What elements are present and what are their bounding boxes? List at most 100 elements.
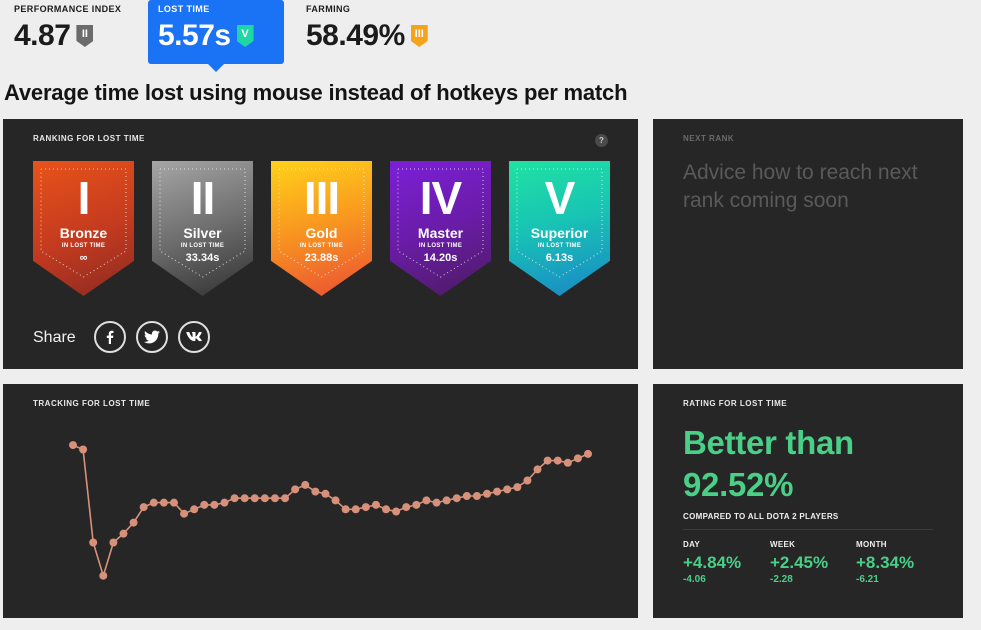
data-point[interactable] xyxy=(533,465,542,474)
data-point[interactable] xyxy=(503,485,512,494)
tab-performance-index[interactable]: PERFORMANCE INDEX 4.87 II xyxy=(4,0,138,64)
data-point[interactable] xyxy=(422,496,431,505)
data-point[interactable] xyxy=(79,445,88,454)
rating-panel: RATING FOR LOST TIME Better than 92.52% … xyxy=(653,384,963,618)
compare-label: COMPARED TO ALL DOTA 2 PLAYERS xyxy=(683,512,839,521)
data-point[interactable] xyxy=(109,538,118,547)
delta-percent: +4.84% xyxy=(683,553,742,572)
rank-name: Master xyxy=(417,225,464,241)
tab-label: PERFORMANCE INDEX xyxy=(14,4,122,14)
rank-time: 14.20s xyxy=(423,252,458,264)
panel-label: NEXT RANK xyxy=(683,134,735,143)
data-point[interactable] xyxy=(382,505,391,514)
ranking-panel: RANKING FOR LOST TIME ? I Bronze IN LOST… xyxy=(3,119,638,369)
dotted-border xyxy=(40,168,127,278)
dotted-border xyxy=(278,168,365,278)
data-point[interactable] xyxy=(361,503,370,512)
data-point[interactable] xyxy=(200,500,209,509)
delta-raw: -4.06 xyxy=(683,574,706,585)
delta-percent: +2.45% xyxy=(770,553,829,572)
rank-card-silver[interactable]: II Silver IN LOST TIME 33.34s xyxy=(152,161,253,296)
twitter-share-button[interactable] xyxy=(136,321,168,353)
rank-card-superior[interactable]: V Superior IN LOST TIME 6.13s xyxy=(509,161,610,296)
data-point[interactable] xyxy=(169,498,178,507)
panel-label: RANKING FOR LOST TIME xyxy=(33,134,145,143)
rank-badge-gold: III xyxy=(410,25,428,47)
tab-lost-time[interactable]: LOST TIME 5.57s V xyxy=(148,0,284,72)
vk-share-button[interactable] xyxy=(178,321,210,353)
data-point[interactable] xyxy=(180,509,189,518)
data-point[interactable] xyxy=(523,476,532,485)
data-point[interactable] xyxy=(462,492,471,500)
data-point[interactable] xyxy=(573,454,582,463)
delta-label: MONTH xyxy=(856,540,887,549)
rank-time: 33.34s xyxy=(185,252,220,264)
data-point[interactable] xyxy=(432,498,441,507)
data-point[interactable] xyxy=(371,500,380,509)
data-point[interactable] xyxy=(563,458,572,467)
data-point[interactable] xyxy=(483,489,492,498)
vk-icon xyxy=(186,332,202,342)
data-point[interactable] xyxy=(553,456,562,465)
data-point[interactable] xyxy=(301,480,310,489)
data-point[interactable] xyxy=(392,507,401,516)
rank-badge-silver: II xyxy=(76,25,94,47)
rank-card-bronze[interactable]: I Bronze IN LOST TIME ∞ xyxy=(33,161,134,296)
tab-value: 4.87 xyxy=(14,19,71,52)
twitter-icon xyxy=(144,330,160,344)
tab-farming[interactable]: FARMING 58.49% III xyxy=(296,0,466,64)
data-point[interactable] xyxy=(331,496,340,505)
data-point[interactable] xyxy=(139,503,148,512)
data-point[interactable] xyxy=(230,494,239,503)
rank-name: Superior xyxy=(530,225,589,241)
data-point[interactable] xyxy=(493,487,502,496)
data-point[interactable] xyxy=(452,494,461,503)
data-point[interactable] xyxy=(190,505,199,514)
series-line xyxy=(72,444,589,579)
data-point[interactable] xyxy=(129,518,138,527)
rank-numeral: II xyxy=(190,172,216,224)
data-point[interactable] xyxy=(210,500,219,509)
delta-raw: -2.28 xyxy=(770,574,793,585)
rank-time: 6.13s xyxy=(545,252,574,264)
data-point[interactable] xyxy=(69,441,77,450)
data-point[interactable] xyxy=(442,496,451,505)
data-point[interactable] xyxy=(240,494,249,503)
rank-time: ∞ xyxy=(79,252,88,264)
rank-numeral: IV xyxy=(419,172,462,224)
rank-sub: IN LOST TIME xyxy=(418,243,463,249)
data-point[interactable] xyxy=(412,500,421,509)
data-point[interactable] xyxy=(341,505,350,514)
tracking-panel: TRACKING FOR LOST TIME xyxy=(3,384,638,618)
data-point[interactable] xyxy=(270,494,279,503)
data-point[interactable] xyxy=(159,498,168,507)
data-point[interactable] xyxy=(311,487,320,496)
rank-numeral: V xyxy=(544,172,576,224)
data-point[interactable] xyxy=(99,571,108,580)
data-point[interactable] xyxy=(472,492,481,500)
facebook-share-button[interactable] xyxy=(94,321,126,353)
data-point[interactable] xyxy=(119,529,128,538)
rating-headline: Better than xyxy=(683,424,854,461)
data-point[interactable] xyxy=(281,494,290,503)
rank-card-master[interactable]: IV Master IN LOST TIME 14.20s xyxy=(390,161,491,296)
data-point[interactable] xyxy=(89,538,98,547)
data-point[interactable] xyxy=(149,498,158,507)
data-point[interactable] xyxy=(513,483,522,492)
data-point[interactable] xyxy=(220,498,229,507)
panel-label: RATING FOR LOST TIME xyxy=(683,399,788,408)
dotted-border xyxy=(516,168,603,278)
help-button[interactable]: ? xyxy=(595,134,608,147)
tab-value: 5.57s xyxy=(158,19,231,52)
data-point[interactable] xyxy=(543,456,552,465)
data-point[interactable] xyxy=(260,494,269,503)
data-point[interactable] xyxy=(351,505,360,514)
data-point[interactable] xyxy=(250,494,259,503)
tracking-chart[interactable] xyxy=(3,384,638,618)
data-point[interactable] xyxy=(402,503,411,512)
rank-card-gold[interactable]: III Gold IN LOST TIME 23.88s xyxy=(271,161,372,296)
data-point[interactable] xyxy=(291,485,300,494)
data-point[interactable] xyxy=(584,449,592,458)
data-point[interactable] xyxy=(321,489,330,498)
rank-sub: IN LOST TIME xyxy=(61,243,106,249)
